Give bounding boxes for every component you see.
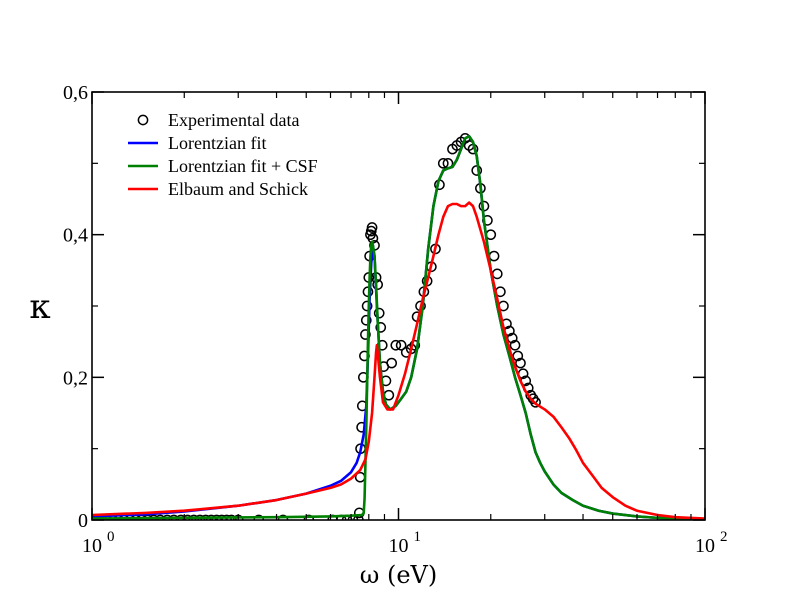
plot-area <box>92 133 705 520</box>
y-axis-label: κ <box>29 287 50 327</box>
data-point <box>375 322 387 333</box>
data-point <box>205 514 217 520</box>
data-point <box>211 514 222 520</box>
data-point <box>437 157 449 169</box>
legend-label: Lorentzian fit <box>168 133 266 153</box>
data-point <box>530 396 541 408</box>
data-point <box>200 514 212 520</box>
data-point <box>409 339 421 351</box>
y-tick-label: 0,6 <box>63 82 88 104</box>
data-point <box>515 357 526 369</box>
data-point <box>161 514 173 520</box>
data-point <box>216 514 228 520</box>
data-point <box>509 339 521 351</box>
data-point <box>182 514 193 520</box>
data-point <box>303 514 315 520</box>
data-point <box>194 514 206 520</box>
x-tick-exponent: 2 <box>720 529 728 545</box>
legend-label: Elbaum and Schick <box>168 179 308 199</box>
axes: 0 0,2 0,4 0,6 10 0 10 1 10 2 <box>63 82 728 557</box>
data-point <box>221 514 233 520</box>
x-axis-label: ω (eV) <box>360 561 437 589</box>
data-point <box>188 514 200 520</box>
legend: Experimental data Lorentzian fit Lorentzia… <box>128 110 318 199</box>
data-point <box>361 300 373 312</box>
data-point <box>373 307 385 319</box>
data-point <box>148 514 160 520</box>
data-point <box>386 357 398 369</box>
legend-swatch-marker <box>137 114 149 126</box>
data-point <box>372 279 383 290</box>
legend-label: Lorentzian fit + CSF <box>168 156 318 176</box>
data-point <box>395 339 407 351</box>
series-line-lorentzian-fit-csf <box>92 134 705 520</box>
x-tick-label: 10 <box>695 535 715 557</box>
data-point <box>154 514 166 520</box>
data-point <box>175 514 187 520</box>
data-point <box>390 339 402 351</box>
x-tick-label: 10 <box>389 535 409 557</box>
data-point <box>360 329 371 340</box>
data-point <box>253 514 265 520</box>
data-point <box>168 514 180 520</box>
x-tick-exponent: 1 <box>414 529 422 545</box>
series-line-elbaum-and-schick <box>92 201 705 520</box>
data-point <box>366 222 378 233</box>
y-tick-label: 0 <box>78 510 88 532</box>
data-point <box>512 350 524 362</box>
x-tick-exponent: 0 <box>107 529 115 545</box>
data-point <box>226 514 237 520</box>
y-tick-label: 0,4 <box>63 225 88 247</box>
data-point <box>360 314 372 326</box>
x-tick-label: 10 <box>82 535 102 557</box>
data-point <box>277 514 289 520</box>
y-tick-label: 0,2 <box>63 367 88 389</box>
legend-label: Experimental data <box>168 110 299 130</box>
